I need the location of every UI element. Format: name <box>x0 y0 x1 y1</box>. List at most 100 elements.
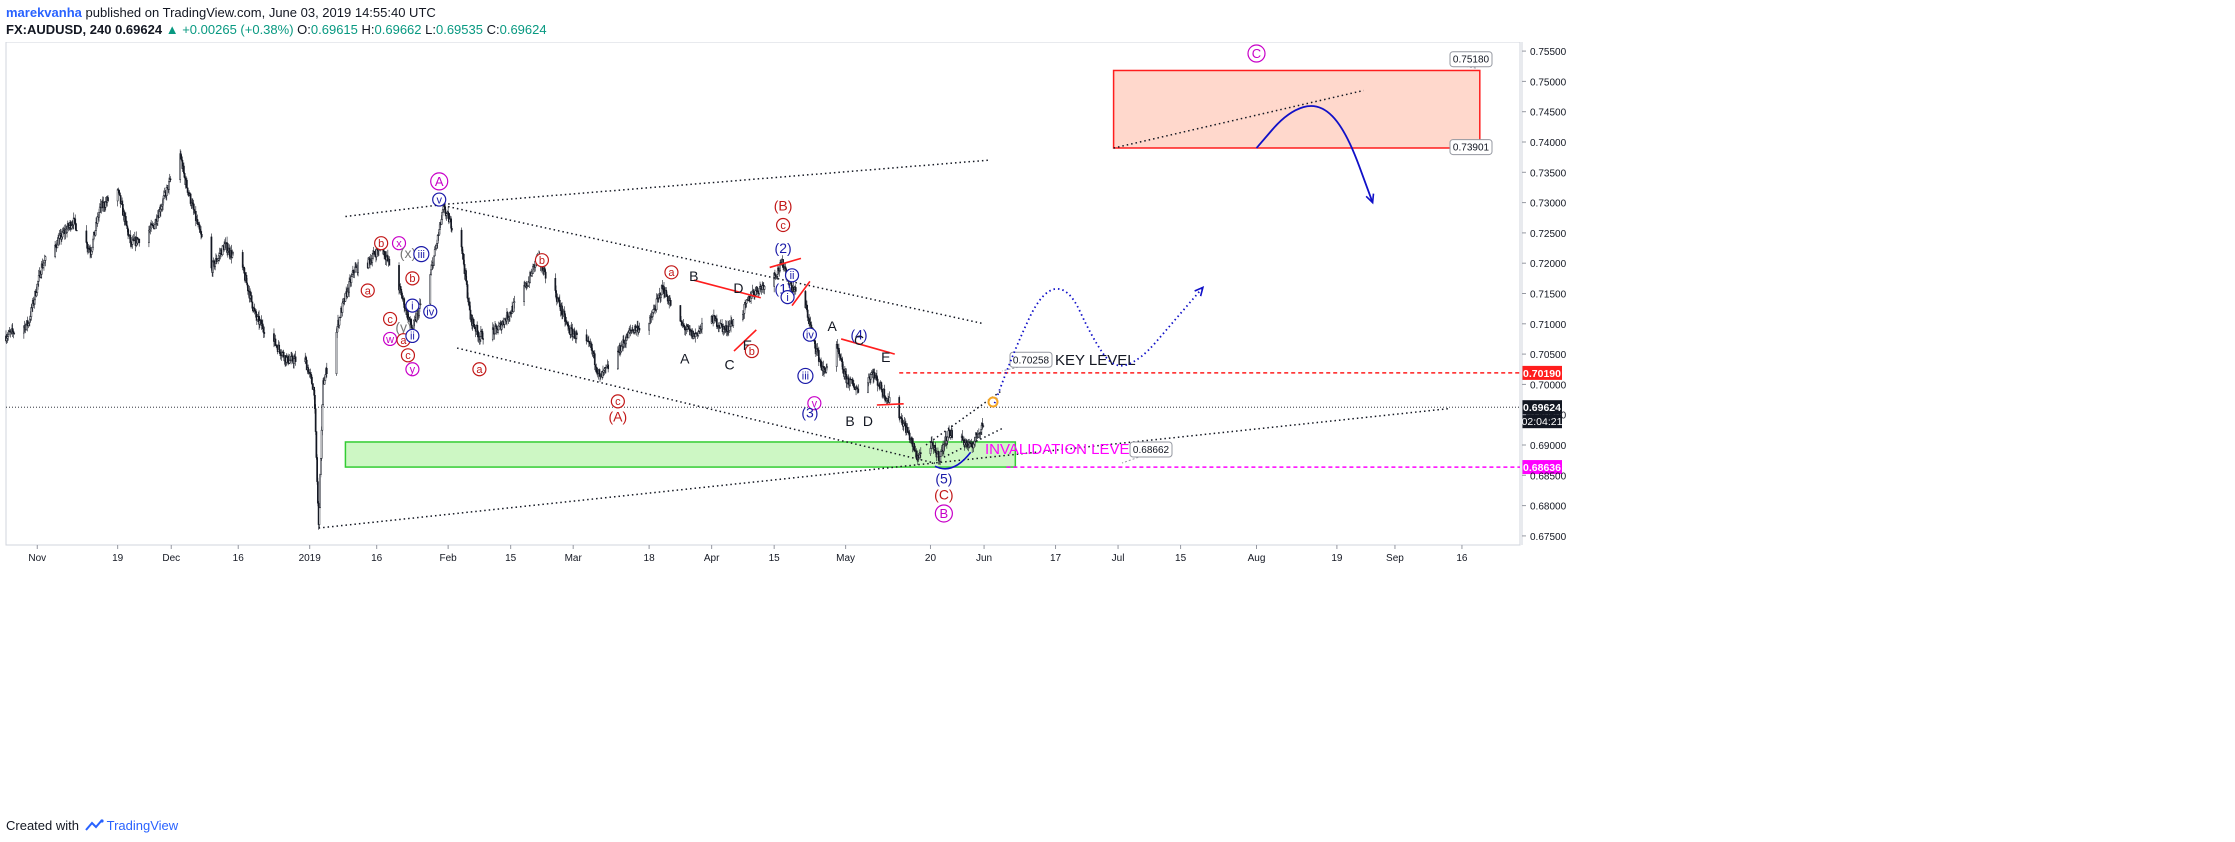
price-tick-label: 0.68500 <box>1530 471 1567 482</box>
wave-label-19[interactable]: b <box>534 253 550 268</box>
candle-body <box>867 382 869 393</box>
wave-label-35[interactable]: iv <box>802 327 817 342</box>
wave-circle <box>775 217 791 233</box>
wave-text: c <box>615 396 621 408</box>
wave-label-38[interactable]: C <box>854 332 864 348</box>
candle-body <box>75 223 77 231</box>
candle-body <box>29 316 32 320</box>
trendline-1[interactable] <box>345 203 444 218</box>
projection-dotted[interactable] <box>992 286 1204 408</box>
candle-body <box>336 326 339 333</box>
wave-text: C <box>1252 46 1261 61</box>
wave-label-23[interactable]: B <box>689 268 698 284</box>
resistance-bottom-callout-box[interactable] <box>1449 139 1493 156</box>
wave-label-43[interactable]: B <box>845 413 854 429</box>
candle-body <box>316 457 318 482</box>
candle-body <box>55 244 57 248</box>
wave-label-36[interactable]: A <box>828 318 838 334</box>
wave-label-22[interactable]: a <box>664 265 679 280</box>
candle-body <box>857 388 860 393</box>
red-trendline-2[interactable] <box>693 279 761 299</box>
wave-label-40[interactable]: iii <box>797 367 814 385</box>
wave-label-37[interactable]: (4) <box>850 327 867 343</box>
last-price-marker[interactable] <box>987 396 999 408</box>
wave-label-2[interactable]: v <box>432 192 447 207</box>
candle-body <box>752 290 755 293</box>
wave-label-9[interactable]: c <box>382 311 398 327</box>
wave-label-24[interactable]: A <box>680 350 690 366</box>
key-level-callout-box[interactable] <box>1009 351 1053 368</box>
candle-body <box>806 309 809 318</box>
candle-body <box>878 384 880 387</box>
wave-label-10[interactable]: i <box>405 298 420 313</box>
wave-label-26[interactable]: D <box>733 280 743 296</box>
red-trendline-1[interactable] <box>769 257 802 269</box>
wave-label-13[interactable]: w <box>382 331 398 347</box>
candle-body <box>806 304 808 311</box>
red-trendline-4[interactable] <box>791 280 811 307</box>
wave-label-42[interactable]: (3) <box>801 404 818 420</box>
wave-label-28[interactable]: b <box>744 343 759 359</box>
candle-body <box>27 323 30 326</box>
candle-body <box>465 280 468 285</box>
wave-label-32[interactable]: ii <box>784 268 800 283</box>
projection-arc[interactable] <box>1255 105 1374 203</box>
candle-body <box>212 261 214 273</box>
wave-label-46[interactable]: (C) <box>934 487 953 503</box>
last-price-price-text: 0.69624 <box>1523 402 1561 414</box>
wave-label-31[interactable]: (2) <box>775 240 792 256</box>
chart-canvas[interactable]: KEY LEVEL 0.70190 INVALIDATION LEVEL 0.6863… <box>0 42 2235 817</box>
price-tick-label: 0.72500 <box>1530 229 1567 240</box>
candle-body <box>28 318 31 323</box>
candle-body <box>371 258 374 263</box>
wave-label-21[interactable]: (A) <box>609 409 628 425</box>
wave-label-25[interactable]: C <box>724 356 734 372</box>
wave-text: A <box>828 318 838 334</box>
key-level-price-text: 0.70190 <box>1523 368 1561 380</box>
wave-label-47[interactable]: B <box>934 504 953 523</box>
red-trendline-6[interactable] <box>876 402 904 406</box>
candle-body <box>756 286 758 292</box>
wave-label-8[interactable]: a <box>360 283 375 298</box>
candle-body <box>372 253 374 259</box>
red-trendline-5[interactable] <box>840 338 895 355</box>
trendline-8[interactable] <box>943 427 1003 458</box>
trendline-5[interactable] <box>456 347 936 464</box>
wave-label-11[interactable]: iv <box>423 304 438 319</box>
trendline-2[interactable] <box>443 159 989 206</box>
wave-label-15[interactable]: ii <box>405 328 420 344</box>
invalidation-callout-box[interactable] <box>1129 441 1173 458</box>
tradingview-link[interactable]: TradingView <box>106 818 179 833</box>
candle-body <box>148 230 150 244</box>
trendline-6[interactable] <box>318 407 1449 529</box>
wave-label-29[interactable]: (B) <box>774 198 793 214</box>
wave-label-34[interactable]: i <box>780 290 795 305</box>
red-trendline-3[interactable] <box>733 329 757 352</box>
candle-body <box>838 348 840 355</box>
resistance-top-callout-box[interactable] <box>1449 51 1493 68</box>
wave-circle <box>664 265 679 280</box>
wave-label-5[interactable]: (x) <box>400 245 416 261</box>
wave-label-41[interactable]: v <box>807 396 822 411</box>
wave-label-27[interactable]: E <box>743 337 752 353</box>
wave-label-45[interactable]: (5) <box>935 470 952 486</box>
wave-label-44[interactable]: D <box>863 413 873 429</box>
wave-circle <box>374 236 389 251</box>
wave-label-7[interactable]: b <box>405 271 420 286</box>
wave-label-6[interactable]: iii <box>413 246 430 263</box>
candle-body <box>481 331 484 339</box>
wave-label-16[interactable]: c <box>400 348 416 363</box>
wave-label-48[interactable]: C <box>1247 44 1266 63</box>
author-link[interactable]: marekvanha <box>6 5 82 20</box>
wave-label-20[interactable]: c <box>610 394 625 409</box>
support-zone[interactable] <box>344 441 1017 468</box>
wave-label-3[interactable]: b <box>374 236 389 251</box>
wave-label-1[interactable]: A <box>430 172 449 191</box>
price-axis[interactable]: 0.67500 0.68000 0.68500 0.69000 0.69500 0.700… <box>1521 42 1567 545</box>
wave-label-4[interactable]: x <box>391 236 407 251</box>
time-axis[interactable]: Nov 19 Dec 16 2019 16 Feb 15 Mar 18 Apr 15 May 20 Jun 1… <box>6 544 1520 564</box>
wave-label-30[interactable]: c <box>775 217 791 233</box>
wave-label-17[interactable]: y <box>405 362 420 377</box>
wave-label-39[interactable]: E <box>881 349 890 365</box>
wave-label-18[interactable]: a <box>472 362 487 377</box>
